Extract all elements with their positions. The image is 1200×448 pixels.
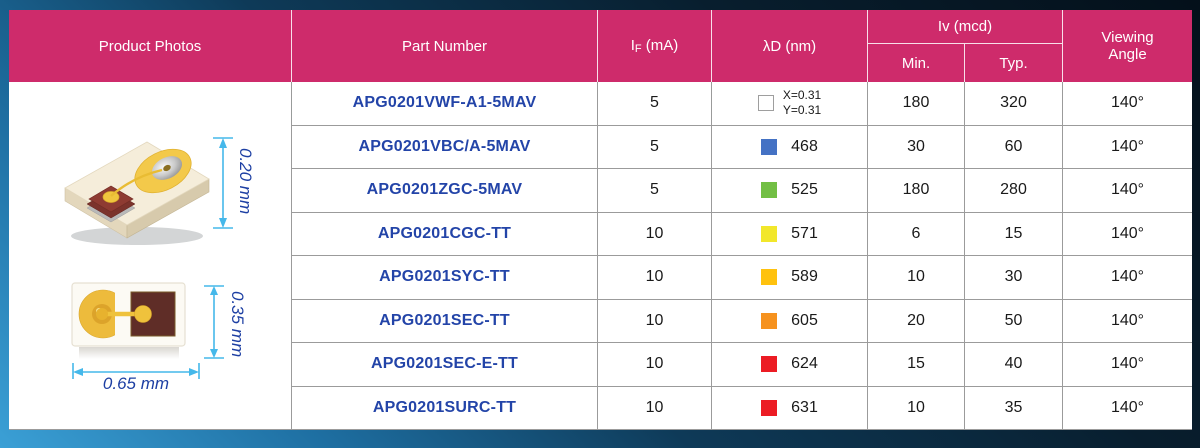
iv-min-cell: 180 — [868, 82, 965, 126]
dim-label-length: 0.65 mm — [102, 374, 170, 393]
lambda-value: 468 — [791, 137, 818, 155]
viewing-angle-cell: 140° — [1063, 387, 1193, 430]
lambda-value: 624 — [791, 355, 818, 373]
part-number-cell: APG0201SYC-TT — [292, 256, 598, 300]
header-product-photos: Product Photos — [9, 10, 292, 82]
if-ma-cell: 10 — [598, 256, 712, 300]
lambda-cell: 525 — [712, 169, 868, 213]
iv-min-cell: 10 — [868, 386, 965, 430]
if-ma-cell: 5 — [598, 82, 712, 126]
part-number-cell: APG0201CGC-TT — [292, 212, 598, 256]
table-row: APG0201SEC-TT 10 605 20 50 140° — [9, 299, 1193, 343]
dim-label-thickness: 0.20 mm — [236, 148, 255, 215]
table-row: APG0201SEC-E-TT 10 624 15 40 140° — [9, 343, 1193, 387]
header-lambda-d: λD (nm) — [712, 10, 868, 82]
part-number-cell: APG0201VBC/A-5MAV — [292, 125, 598, 169]
lambda-value: 605 — [791, 311, 818, 329]
lambda-cell: 571 — [712, 212, 868, 256]
iv-min-cell: 10 — [868, 256, 965, 300]
header-if-ma: IF (mA) — [598, 10, 712, 82]
iv-min-cell: 20 — [868, 299, 965, 343]
header-iv-min: Min. — [868, 44, 965, 82]
chromaticity-y: Y=0.31 — [782, 103, 822, 118]
lambda-cell: 589 — [712, 256, 868, 300]
table-row: APG0201SYC-TT 10 589 10 30 140° — [9, 256, 1193, 300]
iv-typ-cell: 40 — [965, 343, 1064, 387]
lambda-cell: X=0.31 Y=0.31 — [712, 82, 868, 126]
iv-min-cell: 180 — [868, 169, 965, 213]
iv-min-cell: 6 — [868, 212, 965, 256]
color-swatch — [761, 269, 778, 286]
header-viewing-angle: Viewing Angle — [1063, 10, 1193, 82]
table-row: APG0201VBC/A-5MAV 5 468 30 60 140° — [9, 125, 1193, 169]
if-ma-cell: 10 — [598, 212, 712, 256]
dim-arrow-thickness — [213, 137, 233, 229]
if-ma-cell: 5 — [598, 125, 712, 169]
dim-arrow-height — [204, 285, 224, 359]
table-row: APG0201SURC-TT 10 631 10 35 140° — [9, 386, 1193, 430]
viewing-angle-cell: 140° — [1063, 300, 1193, 343]
part-number-cell: APG0201ZGC-5MAV — [292, 169, 598, 213]
viewing-angle-line2: Angle — [1108, 46, 1147, 63]
lambda-value: 525 — [791, 181, 818, 199]
lambda-value: 571 — [791, 224, 818, 242]
color-swatch — [761, 399, 778, 416]
color-swatch — [761, 182, 778, 199]
lambda-value: 631 — [791, 398, 818, 416]
viewing-angle-cell: 140° — [1063, 82, 1193, 126]
iv-typ-cell: 15 — [965, 212, 1064, 256]
iv-min-cell: 30 — [868, 125, 965, 169]
header-part-number: Part Number — [292, 10, 598, 82]
lambda-cell: 631 — [712, 386, 868, 430]
iv-typ-cell: 280 — [965, 169, 1064, 213]
part-number-cell: APG0201VWF-A1-5MAV — [292, 82, 598, 126]
viewing-angle-line1: Viewing — [1101, 29, 1154, 46]
color-swatch — [761, 356, 778, 373]
if-subscript: F — [634, 43, 642, 55]
iv-typ-cell: 30 — [965, 256, 1064, 300]
led-top-view-photo — [71, 282, 186, 359]
color-swatch — [761, 225, 778, 242]
lambda-value: 589 — [791, 268, 818, 286]
if-ma-cell: 10 — [598, 343, 712, 387]
lambda-cell: 468 — [712, 125, 868, 169]
viewing-angle-cell: 140° — [1063, 343, 1193, 387]
lambda-cell: 624 — [712, 343, 868, 387]
led-isometric-photo — [64, 141, 210, 245]
iv-typ-cell: 60 — [965, 125, 1064, 169]
part-number-cell: APG0201SEC-TT — [292, 299, 598, 343]
lambda-cell: 605 — [712, 299, 868, 343]
header-iv-mcd: Iv (mcd) — [868, 10, 1064, 44]
color-swatch — [761, 138, 778, 155]
color-swatch — [761, 312, 778, 329]
table-row: APG0201ZGC-5MAV 5 525 180 280 140° — [9, 169, 1193, 213]
color-swatch — [757, 95, 774, 112]
led-spec-table: Product Photos Part Number IF (mA) λD (n… — [9, 10, 1193, 430]
part-number-cell: APG0201SEC-E-TT — [292, 343, 598, 387]
if-ma-cell: 10 — [598, 299, 712, 343]
viewing-angle-cell: 140° — [1063, 169, 1193, 213]
if-ma-cell: 5 — [598, 169, 712, 213]
viewing-angle-cell: 140° — [1063, 126, 1193, 169]
iv-typ-cell: 320 — [965, 82, 1064, 126]
part-number-cell: APG0201SURC-TT — [292, 386, 598, 430]
if-ma-cell: 10 — [598, 386, 712, 430]
dim-label-height: 0.35 mm — [228, 291, 247, 358]
header-iv-typ: Typ. — [965, 44, 1064, 82]
if-unit: (mA) — [641, 37, 679, 54]
dim-arrow-length — [72, 363, 200, 379]
iv-typ-cell: 50 — [965, 299, 1064, 343]
iv-min-cell: 15 — [868, 343, 965, 387]
viewing-angle-cell: 140° — [1063, 256, 1193, 300]
if-symbol: I — [630, 37, 635, 54]
table-row: APG0201CGC-TT 10 571 6 15 140° — [9, 212, 1193, 256]
product-photos-cell: 0.20 mm — [9, 82, 292, 430]
chromaticity-x: X=0.31 — [782, 88, 822, 103]
table-row: 0.20 mm — [9, 82, 1193, 430]
iv-typ-cell: 35 — [965, 386, 1064, 430]
viewing-angle-cell: 140° — [1063, 213, 1193, 256]
